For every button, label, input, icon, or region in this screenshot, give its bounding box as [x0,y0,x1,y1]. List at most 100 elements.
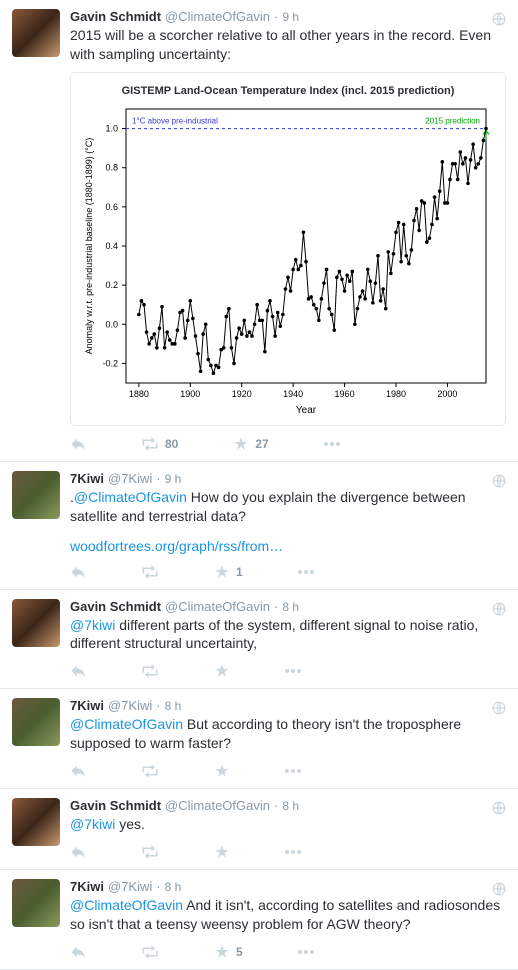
retweet-button[interactable]: 80 [141,437,178,451]
favorite-button[interactable]: 1 [214,564,243,580]
more-button[interactable] [298,950,314,954]
timestamp[interactable]: 8 h [165,699,182,713]
svg-text:1.0: 1.0 [105,123,118,133]
svg-text:0.0: 0.0 [105,319,118,329]
tweet-header: Gavin Schmidt @ClimateOfGavin · 9 h [70,9,506,24]
favorite-button[interactable]: 5 [214,944,243,960]
user-handle[interactable]: @ClimateOfGavin [165,798,270,813]
external-link[interactable]: woodfortrees.org/graph/rss/from… [70,538,506,554]
svg-text:1°C above pre-industrial: 1°C above pre-industrial [132,116,218,125]
mention-link[interactable]: @ClimateOfGavin [74,489,187,505]
reply-icon [70,763,86,779]
mention-link[interactable]: @7kiwi [70,617,115,633]
favorite-button[interactable] [214,663,230,679]
tweet-text: @ClimateOfGavin But according to theory … [70,715,506,753]
reply-button[interactable] [70,663,86,679]
user-handle[interactable]: @7Kiwi [108,471,152,486]
timestamp[interactable]: 9 h [165,472,182,486]
svg-text:0.4: 0.4 [105,241,118,251]
more-icon [285,769,301,773]
mention-link[interactable]: @ClimateOfGavin [70,897,183,913]
user-handle[interactable]: @7Kiwi [108,879,152,894]
more-icon [285,850,301,854]
avatar[interactable] [12,879,60,927]
more-button[interactable] [285,850,301,854]
tweet[interactable]: Gavin Schmidt @ClimateOfGavin · 8 h @7ki… [0,789,518,870]
user-handle[interactable]: @7Kiwi [108,698,152,713]
globe-icon[interactable] [492,474,506,491]
svg-text:1880: 1880 [129,389,149,399]
avatar[interactable] [12,599,60,647]
svg-text:0.6: 0.6 [105,202,118,212]
svg-text:1960: 1960 [335,389,355,399]
mention-link[interactable]: @7kiwi [70,816,115,832]
favorite-button[interactable] [214,763,230,779]
embedded-chart[interactable]: GISTEMP Land-Ocean Temperature Index (in… [70,72,506,426]
globe-icon[interactable] [492,882,506,899]
timestamp[interactable]: 8 h [282,600,299,614]
more-button[interactable] [285,669,301,673]
retweet-button[interactable] [141,845,159,859]
svg-text:-0.2: -0.2 [102,358,118,368]
globe-icon[interactable] [492,602,506,619]
timestamp[interactable]: 9 h [282,10,299,24]
reply-button[interactable] [70,844,86,860]
tweet-text: @7kiwi yes. [70,815,506,834]
star-icon [214,564,230,580]
more-icon [298,950,314,954]
user-handle[interactable]: @ClimateOfGavin [165,9,270,24]
globe-icon[interactable] [492,801,506,818]
avatar[interactable] [12,9,60,57]
display-name[interactable]: Gavin Schmidt [70,9,161,24]
favorite-button[interactable]: 27 [233,436,268,452]
avatar[interactable] [12,698,60,746]
display-name[interactable]: 7Kiwi [70,471,104,486]
tweet-body: Gavin Schmidt @ClimateOfGavin · 8 h @7ki… [70,798,506,860]
tweet-body: 7Kiwi @7Kiwi · 8 h @ClimateOfGavin And i… [70,879,506,960]
tweet[interactable]: Gavin Schmidt @ClimateOfGavin · 9 h 2015… [0,0,518,462]
chart-title: GISTEMP Land-Ocean Temperature Index (in… [77,79,499,99]
svg-text:1980: 1980 [386,389,406,399]
retweet-button[interactable] [141,764,159,778]
tweet-text: @7kiwi different parts of the system, di… [70,616,506,654]
mention-link[interactable]: @ClimateOfGavin [70,716,183,732]
avatar[interactable] [12,471,60,519]
favorite-count: 27 [255,437,268,451]
tweet-text: @ClimateOfGavin And it isn't, according … [70,896,506,934]
globe-icon[interactable] [492,12,506,29]
tweet-header: Gavin Schmidt @ClimateOfGavin · 8 h [70,798,506,813]
retweet-button[interactable] [141,664,159,678]
tweet-body: 7Kiwi @7Kiwi · 8 h @ClimateOfGavin But a… [70,698,506,779]
dot-separator: · [274,9,278,24]
more-icon [285,669,301,673]
reply-button[interactable] [70,763,86,779]
more-button[interactable] [298,570,314,574]
timestamp[interactable]: 8 h [165,880,182,894]
tweet[interactable]: Gavin Schmidt @ClimateOfGavin · 8 h @7ki… [0,590,518,690]
retweet-button[interactable] [141,945,159,959]
display-name[interactable]: Gavin Schmidt [70,798,161,813]
more-button[interactable] [324,442,340,446]
tweet-body: Gavin Schmidt @ClimateOfGavin · 8 h @7ki… [70,599,506,680]
display-name[interactable]: Gavin Schmidt [70,599,161,614]
more-button[interactable] [285,769,301,773]
avatar[interactable] [12,798,60,846]
display-name[interactable]: 7Kiwi [70,879,104,894]
svg-text:1920: 1920 [232,389,252,399]
reply-button[interactable] [70,436,86,452]
retweet-count: 80 [165,437,178,451]
retweet-button[interactable] [141,565,159,579]
timestamp[interactable]: 8 h [282,799,299,813]
globe-icon[interactable] [492,701,506,718]
tweet[interactable]: 7Kiwi @7Kiwi · 8 h @ClimateOfGavin But a… [0,689,518,789]
display-name[interactable]: 7Kiwi [70,698,104,713]
svg-text:2000: 2000 [437,389,457,399]
retweet-icon [141,565,159,579]
favorite-button[interactable] [214,844,230,860]
reply-icon [70,663,86,679]
reply-button[interactable] [70,564,86,580]
tweet[interactable]: 7Kiwi @7Kiwi · 9 h .@ClimateOfGavin How … [0,462,518,590]
reply-button[interactable] [70,944,86,960]
user-handle[interactable]: @ClimateOfGavin [165,599,270,614]
tweet[interactable]: 7Kiwi @7Kiwi · 8 h @ClimateOfGavin And i… [0,870,518,970]
